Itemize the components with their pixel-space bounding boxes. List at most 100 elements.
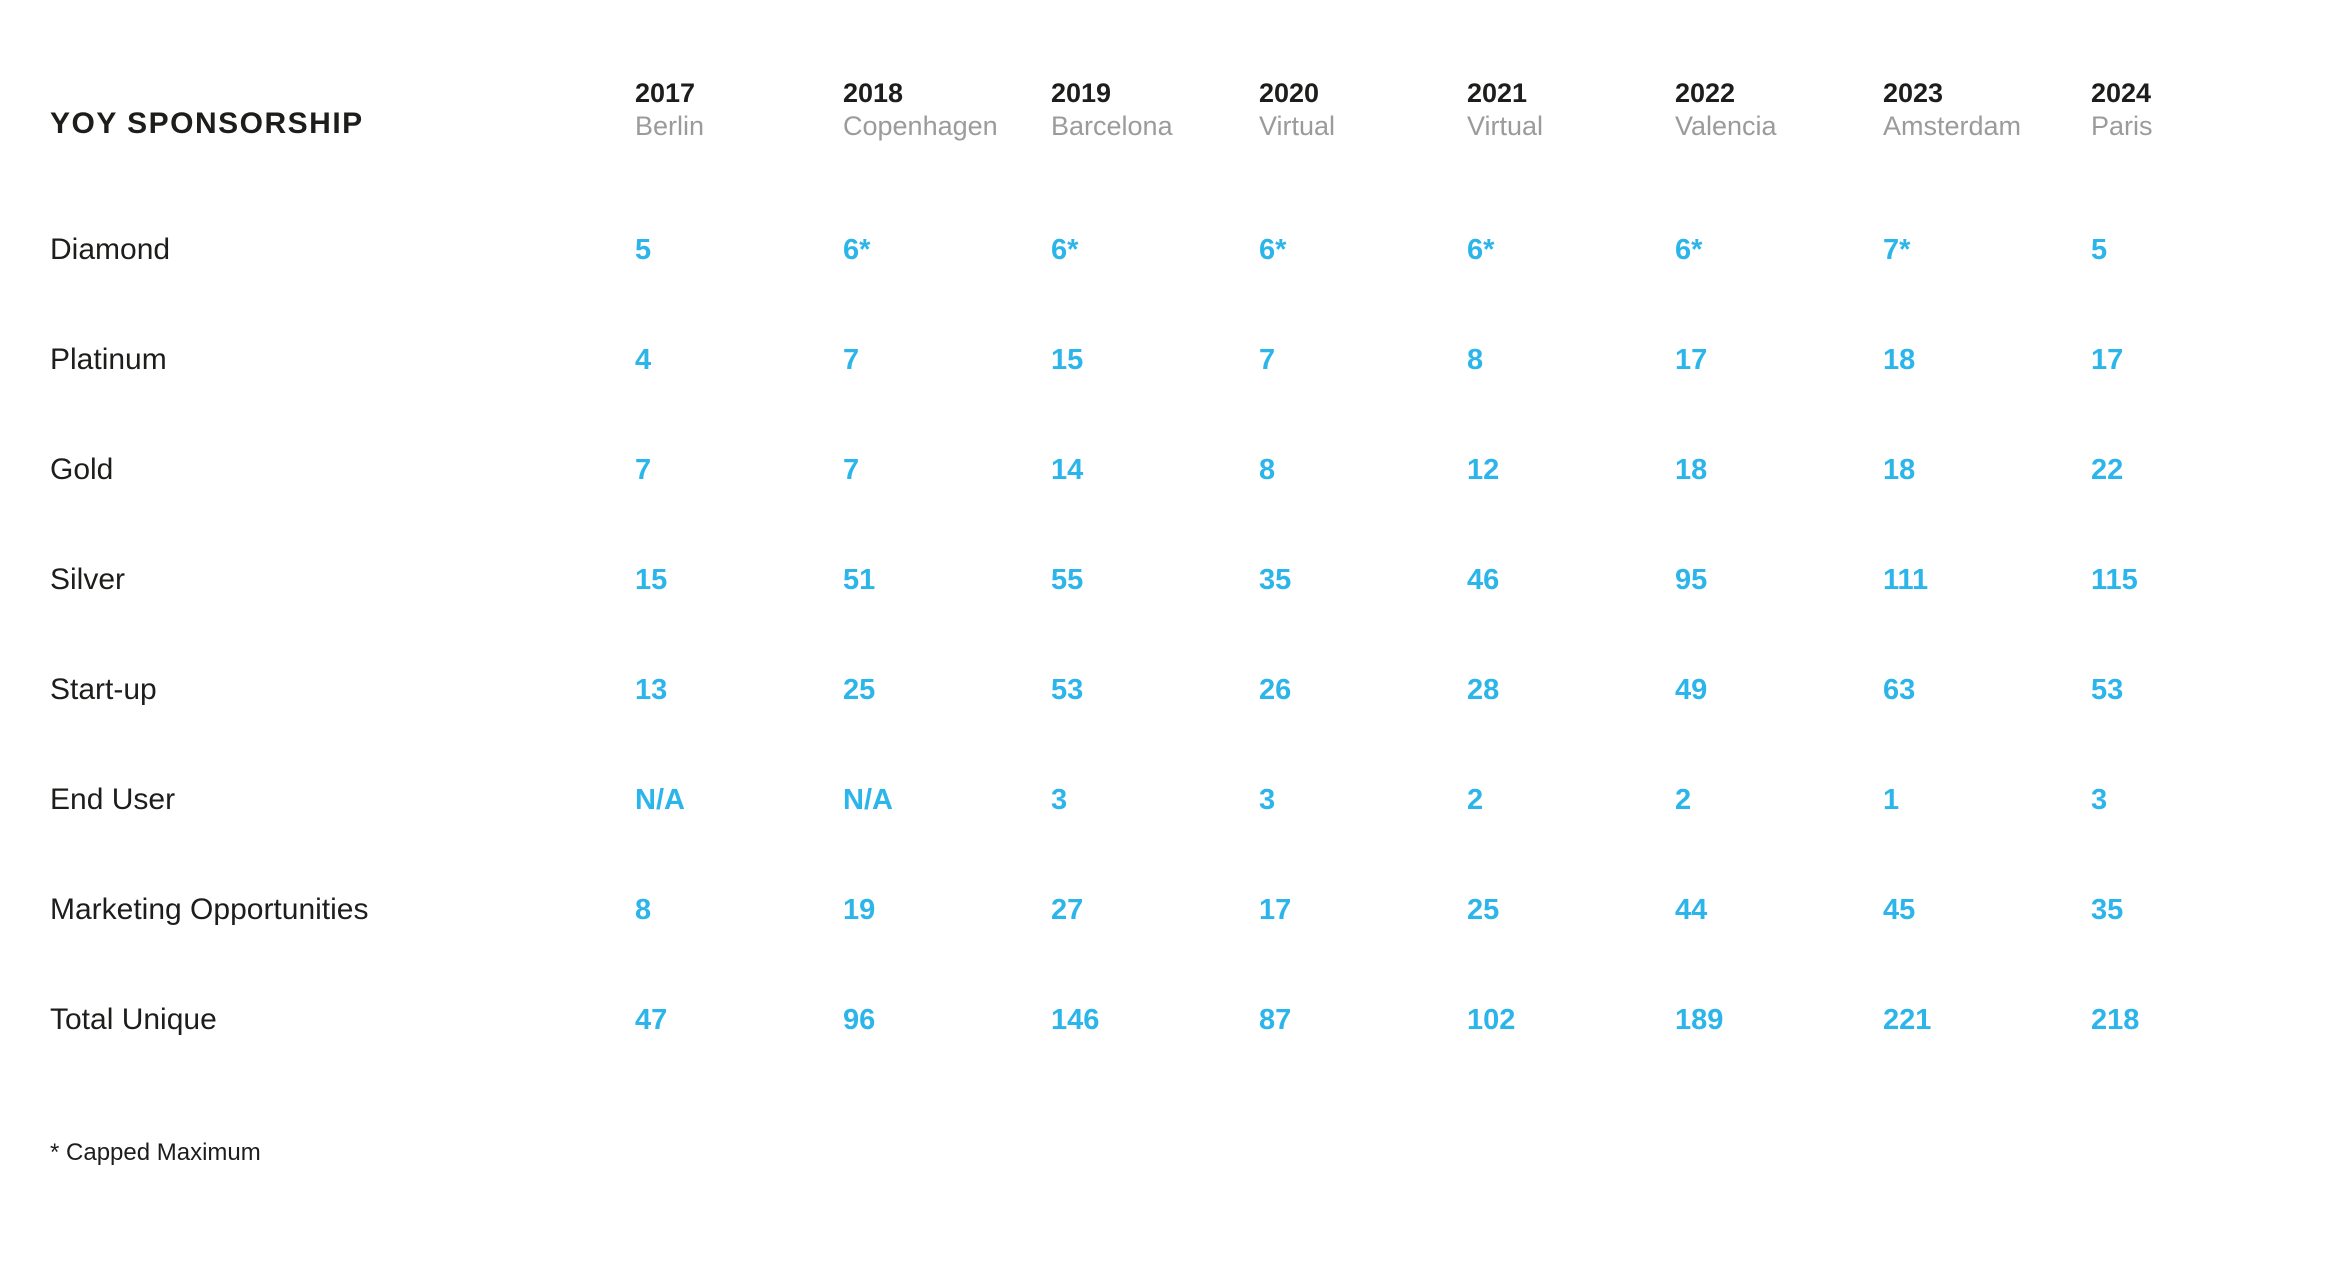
cell-value: 146 xyxy=(1051,1003,1100,1036)
cell-value: 2 xyxy=(1467,783,1484,816)
cell-value: 13 xyxy=(635,673,668,706)
cell-value: 18 xyxy=(1675,453,1708,486)
cell-value: N/A xyxy=(843,783,893,816)
cell-value: 3 xyxy=(1051,783,1068,816)
column-header-2019: 2019 Barcelona xyxy=(1051,77,1259,143)
cell-value: 27 xyxy=(1051,893,1084,926)
column-city: Copenhagen xyxy=(843,111,998,141)
cell-value: 18 xyxy=(1883,453,1916,486)
cell-value: 3 xyxy=(1259,783,1276,816)
column-header-2023: 2023 Amsterdam xyxy=(1883,77,2091,143)
cell-value: 46 xyxy=(1467,563,1500,596)
cell-value: 5 xyxy=(2091,233,2108,266)
cell-value: 14 xyxy=(1051,453,1084,486)
cell-value: 15 xyxy=(1051,343,1084,376)
cell-value: 5 xyxy=(635,233,652,266)
table-row: End User N/A N/A 3 3 2 2 1 3 xyxy=(50,745,2299,855)
cell-value: 6* xyxy=(1259,233,1287,266)
row-label: Start-up xyxy=(50,673,157,706)
cell-value: 17 xyxy=(2091,343,2124,376)
cell-value: 22 xyxy=(2091,453,2124,486)
row-label: Gold xyxy=(50,453,114,486)
cell-value: 8 xyxy=(1467,343,1484,376)
cell-value: 17 xyxy=(1675,343,1708,376)
column-city: Berlin xyxy=(635,111,705,141)
column-header-2017: 2017 Berlin xyxy=(635,77,843,143)
table-body: Diamond 5 6* 6* 6* 6* 6* 7* 5 Platinum 4 7 15 7 8 17 18 1… xyxy=(50,195,2299,1075)
column-header-2022: 2022 Valencia xyxy=(1675,77,1883,143)
row-label: Marketing Opportunities xyxy=(50,893,369,926)
table-row: Platinum 4 7 15 7 8 17 18 17 xyxy=(50,305,2299,415)
column-header-2024: 2024 Paris xyxy=(2091,77,2299,143)
cell-value: 18 xyxy=(1883,343,1916,376)
cell-value: N/A xyxy=(635,783,685,816)
column-year: 2018 xyxy=(843,78,904,108)
row-label: End User xyxy=(50,783,176,816)
cell-value: 25 xyxy=(1467,893,1500,926)
cell-value: 4 xyxy=(635,343,652,376)
column-header-2021: 2021 Virtual xyxy=(1467,77,1675,143)
table-row: Start-up 13 25 53 26 28 49 63 53 xyxy=(50,635,2299,745)
cell-value: 8 xyxy=(635,893,652,926)
column-city: Barcelona xyxy=(1051,111,1173,141)
table-row: Gold 7 7 14 8 12 18 18 22 xyxy=(50,415,2299,525)
cell-value: 218 xyxy=(2091,1003,2140,1036)
cell-value: 25 xyxy=(843,673,876,706)
cell-value: 35 xyxy=(1259,563,1292,596)
column-year: 2021 xyxy=(1467,78,1528,108)
cell-value: 44 xyxy=(1675,893,1708,926)
cell-value: 111 xyxy=(1883,563,1929,596)
column-city: Valencia xyxy=(1675,111,1777,141)
cell-value: 7 xyxy=(843,343,860,376)
row-label: Platinum xyxy=(50,343,167,376)
cell-value: 189 xyxy=(1675,1003,1724,1036)
cell-value: 17 xyxy=(1259,893,1292,926)
row-label: Diamond xyxy=(50,233,171,266)
cell-value: 7* xyxy=(1883,233,1911,266)
column-year: 2020 xyxy=(1259,78,1320,108)
column-city: Amsterdam xyxy=(1883,111,2022,141)
column-year: 2017 xyxy=(635,78,696,108)
table-row: Silver 15 51 55 35 46 95 111 115 xyxy=(50,525,2299,635)
cell-value: 7 xyxy=(1259,343,1276,376)
cell-value: 6* xyxy=(1675,233,1703,266)
table-row: Total Unique 47 96 146 87 102 189 221 218 xyxy=(50,965,2299,1075)
cell-value: 95 xyxy=(1675,563,1708,596)
cell-value: 221 xyxy=(1883,1003,1932,1036)
cell-value: 55 xyxy=(1051,563,1084,596)
cell-value: 3 xyxy=(2091,783,2108,816)
cell-value: 49 xyxy=(1675,673,1708,706)
column-city: Virtual xyxy=(1259,111,1336,141)
cell-value: 15 xyxy=(635,563,668,596)
column-header-2020: 2020 Virtual xyxy=(1259,77,1467,143)
cell-value: 1 xyxy=(1883,783,1900,816)
table-header-row: YOY SPONSORSHIP 2017 Berlin 2018 Copenhagen… xyxy=(50,77,2299,143)
row-label: Total Unique xyxy=(50,1003,217,1036)
cell-value: 7 xyxy=(843,453,860,486)
cell-value: 6* xyxy=(1467,233,1495,266)
table-row: Diamond 5 6* 6* 6* 6* 6* 7* 5 xyxy=(50,195,2299,305)
cell-value: 51 xyxy=(843,563,876,596)
cell-value: 26 xyxy=(1259,673,1292,706)
cell-value: 8 xyxy=(1259,453,1276,486)
cell-value: 96 xyxy=(843,1003,876,1036)
capped-maximum-footnote: * Capped Maximum xyxy=(50,1139,261,1166)
cell-value: 102 xyxy=(1467,1003,1516,1036)
cell-value: 63 xyxy=(1883,673,1916,706)
column-year: 2024 xyxy=(2091,78,2152,108)
page-title: YOY SPONSORSHIP xyxy=(50,107,364,140)
cell-value: 6* xyxy=(1051,233,1079,266)
column-year: 2019 xyxy=(1051,78,1112,108)
cell-value: 45 xyxy=(1883,893,1916,926)
cell-value: 47 xyxy=(635,1003,668,1036)
cell-value: 53 xyxy=(2091,673,2124,706)
cell-value: 115 xyxy=(2091,563,2138,596)
cell-value: 19 xyxy=(843,893,876,926)
cell-value: 7 xyxy=(635,453,652,486)
cell-value: 53 xyxy=(1051,673,1084,706)
cell-value: 35 xyxy=(2091,893,2124,926)
cell-value: 12 xyxy=(1467,453,1500,486)
cell-value: 2 xyxy=(1675,783,1692,816)
column-city: Virtual xyxy=(1467,111,1544,141)
cell-value: 87 xyxy=(1259,1003,1292,1036)
